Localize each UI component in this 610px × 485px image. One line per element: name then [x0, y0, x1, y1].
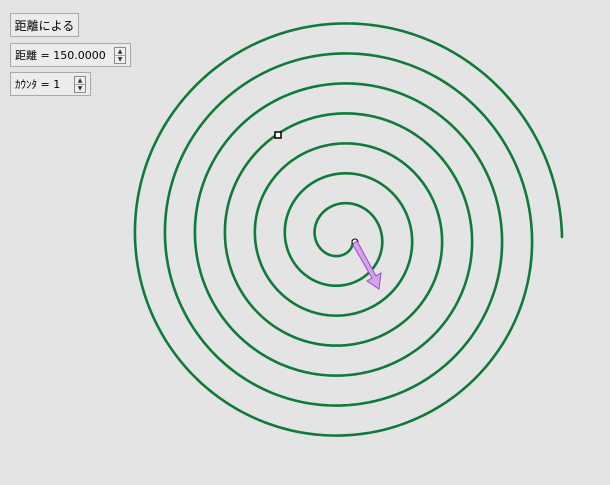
- counter-up-icon[interactable]: ▲: [75, 77, 85, 85]
- counter-down-icon[interactable]: ▼: [77, 84, 83, 92]
- counter-spinner[interactable]: ▲ ▼: [74, 76, 86, 93]
- start-point-marker[interactable]: [274, 131, 282, 139]
- counter-field[interactable]: ｶｳﾝﾀ = 1 ▲ ▼: [10, 72, 91, 96]
- mode-button[interactable]: 距離による: [10, 13, 79, 37]
- distance-up-icon[interactable]: ▲: [115, 48, 125, 56]
- distance-field[interactable]: 距離 = 150.0000 ▲ ▼: [10, 43, 131, 67]
- spiral-curve: [133, 22, 564, 437]
- direction-arrow[interactable]: [352, 240, 382, 290]
- distance-down-icon[interactable]: ▼: [117, 55, 123, 63]
- distance-spinner[interactable]: ▲ ▼: [114, 47, 126, 64]
- distance-label: 距離 = 150.0000: [15, 49, 106, 62]
- counter-label: ｶｳﾝﾀ = 1: [15, 78, 61, 91]
